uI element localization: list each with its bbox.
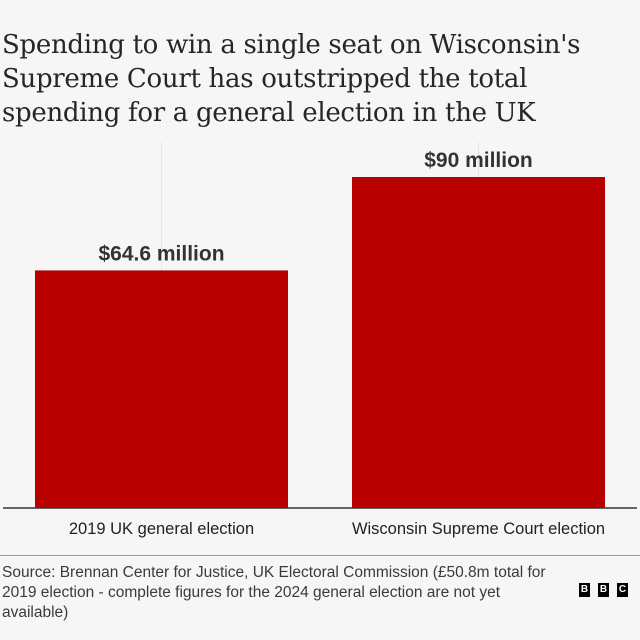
footer-divider [0, 555, 640, 556]
bar [35, 270, 288, 508]
value-labels: $64.6 million $90 million [98, 149, 532, 265]
source-note: Source: Brennan Center for Justice, UK E… [2, 564, 546, 621]
value-label: $90 million [424, 149, 533, 172]
bbc-logo-letter: C [617, 583, 628, 597]
bars [35, 177, 605, 508]
bbc-logo: B B C [579, 583, 628, 597]
chart-title: Spending to win a single seat on Wiscons… [2, 30, 581, 128]
value-label: $64.6 million [98, 242, 224, 265]
category-label: Wisconsin Supreme Court election [352, 520, 605, 538]
bbc-logo-letter: B [598, 583, 609, 597]
bar [352, 177, 605, 508]
category-label: 2019 UK general election [69, 520, 254, 538]
bbc-logo-letter: B [579, 583, 590, 597]
category-labels: 2019 UK general election Wisconsin Suprem… [69, 520, 605, 538]
